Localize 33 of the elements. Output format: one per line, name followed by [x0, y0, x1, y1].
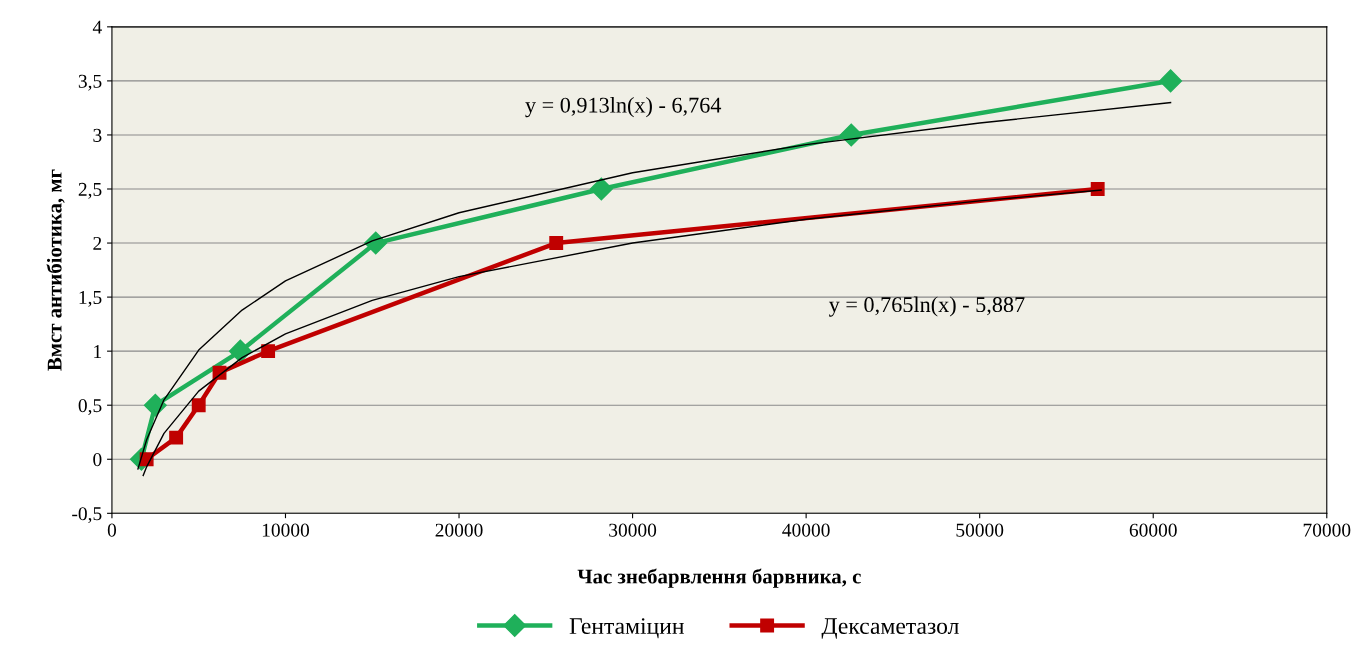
x-tick-label: 20000	[435, 523, 483, 537]
y-tick-label: -0,5	[72, 507, 102, 524]
y-tick-label: 3,5	[78, 74, 102, 91]
y-tick-label: 3	[93, 128, 102, 142]
y-tick-label: 2,5	[78, 182, 102, 199]
point	[549, 236, 564, 250]
y-tick-label: 0	[93, 453, 102, 467]
point	[589, 177, 613, 201]
point	[191, 398, 206, 413]
point	[1159, 69, 1183, 93]
x-tick-label: 60000	[1129, 523, 1177, 537]
y-tick-label: 2	[93, 236, 102, 250]
point	[228, 339, 252, 363]
annotation: y = 0,765ln(x) - 5,887	[828, 296, 1025, 317]
x-axis-title: Час знебарвлення барвника, с	[577, 568, 861, 588]
x-tick-label: 70000	[1303, 523, 1351, 537]
legend-label: Гентаміцин	[569, 618, 684, 639]
point	[261, 344, 276, 359]
y-tick-label: 1	[94, 345, 102, 358]
legend-label: Дексаметазол	[821, 618, 959, 639]
point	[839, 123, 863, 147]
x-tick-label: 50000	[956, 523, 1004, 537]
x-tick-label: 40000	[782, 523, 830, 537]
y-tick-label: 0,5	[78, 399, 102, 415]
y-tick-label: 1,5	[79, 291, 102, 307]
annotation: y = 0,913ln(x) - 6,764	[525, 97, 722, 118]
x-tick-label: 10000	[262, 523, 310, 537]
point	[143, 393, 167, 417]
point	[169, 430, 184, 445]
y-axis-title: Вмст антибіотика, мг	[46, 169, 65, 371]
x-tick-label: 0	[107, 523, 117, 537]
y-tick-label: 4	[92, 20, 102, 34]
x-tick-label: 30000	[609, 523, 657, 537]
